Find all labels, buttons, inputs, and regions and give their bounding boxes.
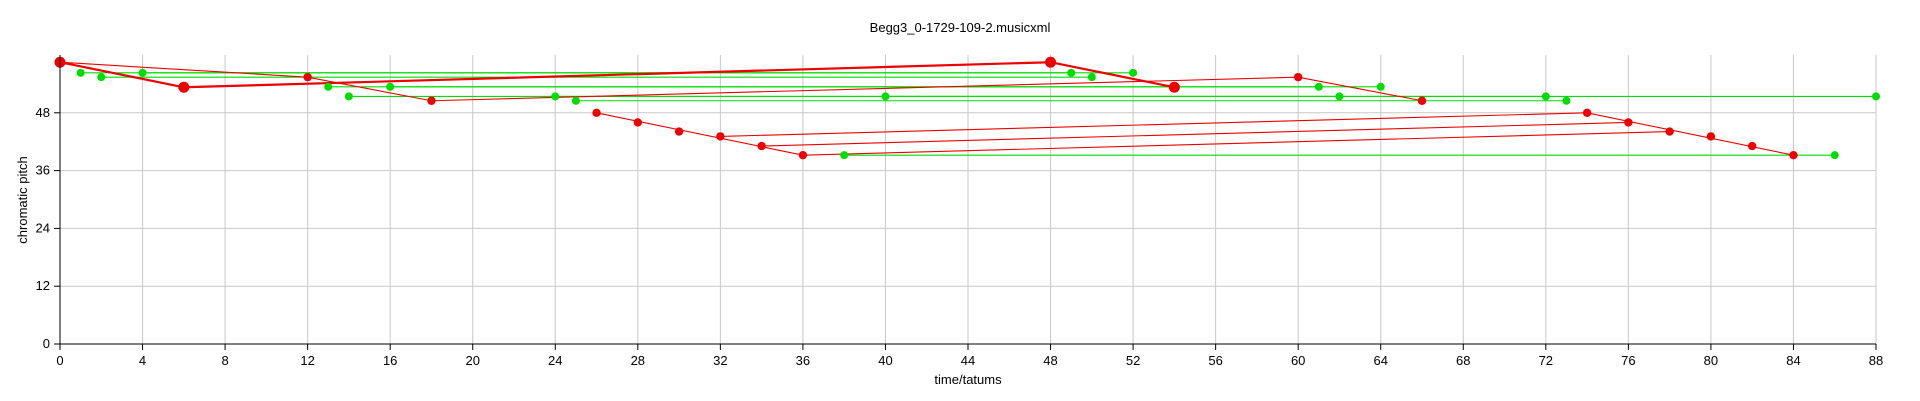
y-tick-label: 12	[36, 278, 50, 293]
red-data-point	[1168, 81, 1180, 93]
x-tick-label: 40	[878, 353, 892, 368]
green-data-point	[1314, 82, 1323, 91]
red-data-point	[303, 72, 312, 82]
green-data-point	[1830, 151, 1839, 160]
red-data-point	[178, 81, 190, 93]
x-tick-label: 28	[631, 353, 645, 368]
x-tick-label: 36	[796, 353, 810, 368]
x-tick-label: 52	[1126, 353, 1140, 368]
tick-labels: 0 4 8 12 16 20 24 28 32 36 40 44 48 52 56 60 64 68 72 76 80 8…	[36, 105, 1884, 368]
red-series-line	[1050, 61, 1175, 89]
x-tick-label: 32	[713, 353, 727, 368]
red-series-line	[1298, 76, 1423, 102]
green-data-point	[76, 68, 85, 77]
green-data-point	[571, 96, 580, 105]
red-data-point	[1582, 108, 1592, 118]
red-data-point	[1045, 56, 1057, 68]
red-series-line	[720, 112, 1588, 137]
green-data-point	[138, 68, 147, 77]
red-data-point	[427, 96, 436, 105]
green-data-point	[1335, 92, 1344, 101]
red-series-line	[596, 112, 804, 156]
chart-title: Begg3_0-1729-109-2.musicxml	[870, 20, 1051, 35]
red-data-point	[674, 127, 684, 136]
axes	[54, 55, 1877, 350]
x-tick-label: 48	[1043, 353, 1057, 368]
red-data-point	[716, 132, 725, 141]
grid-lines	[60, 55, 1877, 344]
green-data-point	[1872, 92, 1880, 101]
green-data-point	[386, 82, 395, 91]
x-tick-label: 24	[548, 353, 562, 368]
red-data-point	[1706, 132, 1716, 141]
red-data-point	[1417, 96, 1427, 105]
x-tick-label: 56	[1208, 353, 1222, 368]
red-series-line	[431, 76, 1299, 102]
red-series-line	[802, 131, 1670, 156]
green-data-point	[1376, 82, 1385, 91]
green-data-point	[1067, 68, 1076, 77]
red-series-line	[307, 76, 432, 102]
x-tick-label: 80	[1704, 353, 1718, 368]
red-data-point	[1293, 72, 1303, 82]
y-tick-label: 24	[36, 220, 50, 235]
green-data-point	[324, 82, 333, 91]
y-tick-label: 48	[36, 105, 50, 120]
x-tick-label: 76	[1621, 353, 1635, 368]
red-series-line	[761, 121, 1629, 147]
red-series-line	[1586, 112, 1794, 156]
x-tick-label: 20	[465, 353, 479, 368]
red-data-point	[592, 108, 601, 118]
red-series-line	[183, 61, 1051, 89]
y-tick-label: 0	[43, 336, 50, 351]
red-data-point	[1747, 141, 1757, 151]
x-tick-label: 72	[1539, 353, 1553, 368]
red-series-points	[54, 56, 1798, 160]
green-data-point	[1541, 92, 1550, 101]
green-series-lines	[80, 72, 1876, 156]
red-series-line	[59, 61, 308, 78]
red-data-point	[798, 150, 808, 160]
green-data-point	[840, 151, 849, 160]
red-data-point	[1789, 150, 1798, 160]
red-data-point	[1665, 127, 1674, 136]
x-tick-label: 16	[383, 353, 397, 368]
red-data-point	[1624, 118, 1633, 127]
y-axis-label: chromatic pitch	[15, 156, 30, 243]
x-axis-label: time/tatums	[934, 372, 1002, 387]
x-tick-label: 88	[1869, 353, 1883, 368]
red-data-point	[757, 141, 766, 151]
x-tick-label: 4	[139, 353, 146, 368]
red-series-lines	[59, 61, 1794, 156]
x-tick-label: 64	[1373, 353, 1387, 368]
red-data-point	[633, 118, 643, 127]
y-tick-label: 36	[36, 163, 50, 178]
green-data-point	[881, 92, 890, 101]
green-data-point	[551, 92, 560, 101]
green-series-points	[76, 68, 1880, 160]
x-tick-label: 84	[1786, 353, 1800, 368]
x-tick-label: 8	[221, 353, 228, 368]
green-data-point	[1087, 73, 1096, 82]
green-data-point	[1129, 68, 1138, 77]
x-tick-label: 0	[56, 353, 63, 368]
green-data-point	[344, 92, 353, 101]
x-tick-label: 12	[300, 353, 314, 368]
green-data-point	[1562, 96, 1571, 105]
x-tick-label: 44	[961, 353, 975, 368]
red-series-line	[59, 61, 185, 89]
green-data-point	[97, 73, 106, 82]
x-tick-label: 60	[1291, 353, 1305, 368]
x-tick-label: 68	[1456, 353, 1470, 368]
